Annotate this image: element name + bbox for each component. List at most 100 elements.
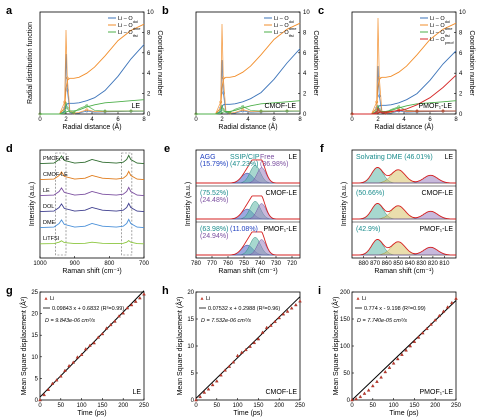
rdf-marker: [375, 111, 379, 114]
msd-marker: [454, 296, 458, 300]
x-tick-label: 6: [116, 117, 120, 123]
msd-marker: [210, 382, 215, 387]
y-right-tick-label: 4: [459, 71, 463, 77]
rdf-marker: [129, 109, 133, 113]
x-tick-label: 100: [233, 403, 244, 409]
msd-marker: [133, 299, 138, 303]
msd-marker: [244, 347, 248, 352]
y-right-tick-label: 2: [147, 92, 151, 98]
x-tick-label: 4: [90, 117, 94, 123]
y-tick-label: 10: [31, 355, 38, 361]
sample-label: LE: [444, 154, 453, 161]
legend-swatch: [356, 297, 360, 300]
component-label: Free: [260, 154, 275, 161]
cn-series-line: [40, 99, 145, 115]
rdf-marker: [219, 109, 223, 113]
y-right-tick-label: 0: [459, 112, 463, 118]
x-tick-label: 820: [428, 261, 439, 267]
fit-envelope: [196, 159, 300, 184]
component-label: (42.9%): [356, 226, 381, 233]
fit-label: 0.774 x - 9.198 (R²=0.99): [364, 306, 426, 312]
fit-line: [351, 300, 457, 401]
msd-marker: [441, 309, 446, 313]
x-tick-label: 1000: [33, 261, 47, 267]
legend-subscript: dme: [289, 26, 298, 31]
rdf-marker: [384, 111, 388, 115]
y-right-tick-label: 6: [147, 51, 151, 57]
sample-label: LE: [288, 154, 297, 161]
sample-label: PMOF₁-LE: [264, 226, 298, 233]
rdf-marker: [219, 100, 223, 104]
msd-marker: [75, 355, 80, 359]
x-tick-label: 760: [223, 261, 234, 267]
x-tick-label: 780: [191, 261, 202, 267]
msd-marker: [202, 390, 207, 394]
fit-envelope: [352, 167, 456, 184]
msd-marker: [129, 303, 134, 307]
component-label: (63.98%): [200, 226, 228, 233]
x-tick-label: 860: [382, 261, 393, 267]
y-right-tick-label: 0: [303, 112, 307, 118]
legend-entry: Li: [50, 296, 54, 302]
x-tick-label: 6: [428, 117, 432, 123]
x-tick-label: 50: [213, 403, 220, 409]
plot-frame: [351, 149, 457, 259]
legend-entry: Li – Odol: [118, 16, 138, 24]
panel-letter: c: [318, 5, 324, 17]
legend-swatch: [200, 297, 204, 300]
sample-label: LE: [132, 389, 141, 396]
msd-marker: [358, 394, 363, 399]
x-tick-label: 880: [359, 261, 370, 267]
rdf-marker: [63, 109, 67, 113]
diffusion-label: D = 7.740e-05 cm²/s: [357, 318, 407, 324]
sample-label: PMOF₁-LE: [420, 226, 454, 233]
y-right-tick-label: 8: [303, 30, 307, 36]
cn-series-line: [40, 23, 145, 115]
msd-marker: [219, 373, 223, 377]
y-right-tick-label: 6: [303, 51, 307, 57]
rdf-marker: [375, 100, 379, 104]
rdf-marker: [415, 109, 419, 113]
x-tick-label: 100: [389, 403, 400, 409]
y-tick-label: 200: [340, 290, 351, 296]
sample-label: CMOF-LE: [422, 190, 454, 197]
msd-marker: [256, 337, 261, 341]
x-axis-label: Radial distance (Å): [218, 122, 277, 131]
panel-letter: i: [318, 285, 321, 297]
y-tick-label: 0: [35, 398, 39, 404]
component-label: (36.98%): [260, 161, 288, 168]
msd-marker: [63, 368, 67, 372]
spectrum-label: LiTFSI: [43, 236, 60, 242]
y-right-tick-label: 8: [147, 30, 151, 36]
legend-entry: Li – Odme: [274, 23, 297, 31]
plot-frame: [39, 291, 145, 401]
legend-entry: Li: [362, 296, 366, 302]
y-right-tick-label: 4: [303, 71, 307, 77]
panel-i: i 0 50 100 150 200 250 0 50 100 150 200 Time (ps) Mea…: [318, 285, 462, 417]
msd-marker: [117, 314, 121, 318]
msd-marker: [281, 312, 286, 316]
y-tick-label: 15: [187, 317, 194, 323]
legend-entry: Li – Odol: [274, 16, 294, 24]
rdf-marker: [194, 112, 198, 116]
msd-marker: [289, 306, 294, 310]
x-tick-label: 2: [64, 117, 68, 123]
cn-series-line: [352, 22, 457, 115]
rdf-marker: [65, 106, 69, 110]
x-tick-label: 250: [139, 403, 150, 409]
spectrum-label: CMOF-LE: [43, 172, 68, 178]
y-axis-label: Radial distribution function: [27, 22, 34, 104]
msd-marker: [100, 331, 105, 336]
component-label: (11.08%): [230, 226, 258, 233]
legend-subscript: tfsi: [133, 33, 138, 38]
x-tick-label: 6: [272, 117, 276, 123]
msd-marker: [248, 344, 252, 348]
x-axis-label: Radial distance (Å): [62, 122, 121, 131]
x-tick-label: 150: [97, 403, 108, 409]
x-tick-label: 8: [454, 117, 458, 123]
msd-marker: [104, 326, 109, 330]
msd-marker: [269, 323, 273, 327]
